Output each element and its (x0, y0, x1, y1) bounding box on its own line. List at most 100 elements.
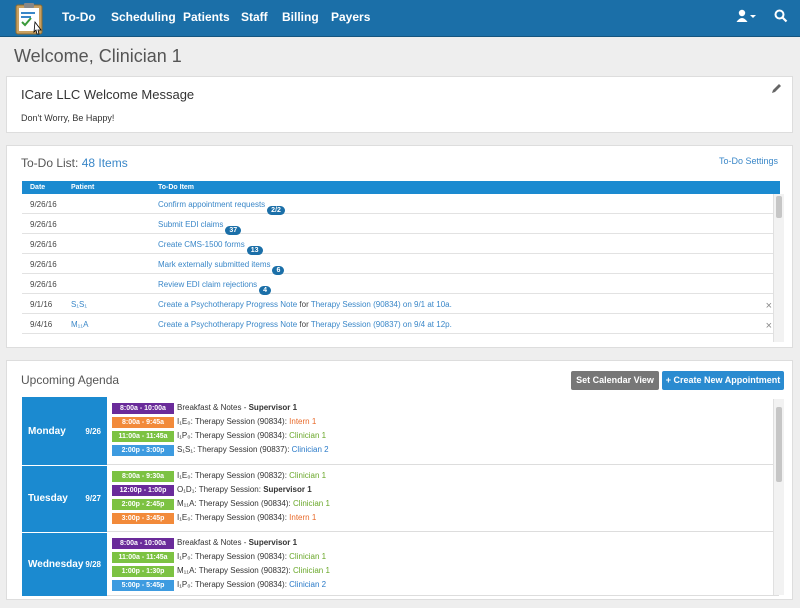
appointment-text: M₁₁A: Therapy Session (90832): (177, 566, 293, 575)
table-row: 9/26/16 Submit EDI claims 37 (22, 214, 780, 235)
agenda-day: Monday 9/26 8:00a - 10:00a Breakfast & No… (22, 397, 779, 465)
day-date: 9/27 (85, 494, 101, 503)
appointment-time: 2:00p - 3:00p (112, 445, 174, 456)
nav-scheduling[interactable]: Scheduling (111, 10, 176, 24)
row-patient-link[interactable]: M₁₁A (71, 320, 89, 329)
row-item-text[interactable]: Create a Psychotherapy Progress Note (158, 320, 298, 329)
appointment-staff: Supervisor 1 (248, 538, 298, 547)
appointment[interactable]: 8:00a - 9:45a I₁E₀: Therapy Session (9083… (112, 417, 316, 429)
count-badge: 2/2 (267, 206, 285, 215)
row-item-link[interactable]: Mark externally submitted items 6 (158, 260, 285, 275)
count-badge: 6 (272, 266, 285, 275)
todo-scrollbar[interactable] (773, 194, 784, 342)
row-item-link[interactable]: Create CMS-1500 forms 13 (158, 240, 263, 255)
appointment-time: 2:00p - 2:45p (112, 499, 174, 510)
agenda-scroll-thumb[interactable] (776, 407, 782, 482)
user-menu-button[interactable] (736, 9, 756, 28)
appointment-staff: Clinician 1 (292, 499, 330, 508)
todo-table-header: Date Patient To-Do Item (22, 181, 780, 194)
appointment-staff: Clinician 2 (289, 580, 327, 589)
appointment-text: M₁₁A: Therapy Session (90834): (177, 499, 293, 508)
row-item-text[interactable]: Review EDI claim rejections (158, 280, 258, 289)
appointment[interactable]: 2:00p - 3:00p S₁S₁: Therapy Session (9083… (112, 445, 329, 457)
row-date: 9/26/16 (30, 220, 57, 229)
row-item-link[interactable]: Create a Psychotherapy Progress Note for… (158, 320, 452, 329)
appointment-staff: Clinician 1 (292, 566, 330, 575)
row-item-text[interactable]: Create CMS-1500 forms (158, 240, 245, 249)
header-todo-item: To-Do Item (158, 184, 195, 191)
pencil-icon[interactable] (770, 83, 782, 95)
appointment-staff: Intern 1 (289, 417, 317, 426)
table-row: 9/1/16 S₁S₁ Create a Psychotherapy Progr… (22, 294, 780, 314)
appointment-time: 11:00a - 11:45a (112, 552, 174, 563)
row-item-text[interactable]: Mark externally submitted items (158, 260, 271, 269)
set-calendar-view-button[interactable]: Set Calendar View (571, 371, 659, 390)
appointment[interactable]: 1:00p - 1:30p M₁₁A: Therapy Session (9083… (112, 566, 330, 578)
dismiss-icon[interactable]: × (765, 300, 772, 312)
nav-billing[interactable]: Billing (282, 10, 319, 24)
day-date: 9/26 (85, 427, 101, 436)
user-icon (736, 9, 756, 22)
welcome-title: ICare LLC Welcome Message (21, 87, 195, 102)
row-item-link[interactable]: Confirm appointment requests 2/2 (158, 200, 285, 215)
appointment[interactable]: 11:00a - 11:45a I₁P₀: Therapy Session (90… (112, 552, 326, 564)
row-session-link[interactable]: Therapy Session (90834) on 9/1 at 10a. (310, 300, 452, 309)
todo-scroll-thumb[interactable] (776, 196, 782, 218)
row-item-link[interactable]: Review EDI claim rejections 4 (158, 280, 272, 295)
appointment[interactable]: 5:00p - 5:45p I₁P₀: Therapy Session (9083… (112, 580, 326, 592)
nav-todo[interactable]: To-Do (62, 10, 96, 24)
agenda-scrollbar[interactable] (773, 399, 784, 595)
appointment-time: 8:00a - 9:45a (112, 417, 174, 428)
appointment-text: O₁D₁: Therapy Session: (177, 485, 264, 494)
appointment-text: S₁S₁: Therapy Session (90837): (177, 445, 292, 454)
day-name: Tuesday (28, 493, 68, 504)
todo-settings-link[interactable]: To-Do Settings (718, 156, 778, 166)
nav-staff[interactable]: Staff (241, 10, 268, 24)
row-date: 9/4/16 (30, 320, 53, 329)
appointment[interactable]: 12:00p - 1:00p O₁D₁: Therapy Session: Sup… (112, 485, 312, 497)
appointment-staff: Supervisor 1 (263, 485, 312, 494)
todo-panel: To-Do List: 48 Items To-Do Settings Date… (6, 145, 793, 348)
appointment-time: 12:00p - 1:00p (112, 485, 174, 496)
nav-payers[interactable]: Payers (331, 10, 371, 24)
dismiss-icon[interactable]: × (765, 320, 772, 332)
row-item-text[interactable]: Create a Psychotherapy Progress Note (158, 300, 298, 309)
table-row: 9/26/16 Confirm appointment requests 2/2 (22, 194, 780, 215)
todo-count[interactable]: 48 Items (81, 156, 128, 170)
appointment[interactable]: 8:00a - 10:00a Breakfast & Notes - Superv… (112, 538, 297, 550)
row-date: 9/26/16 (30, 280, 57, 289)
appointment-time: 5:00p - 5:45p (112, 580, 174, 591)
table-row: 9/4/16 M₁₁A Create a Psychotherapy Progr… (22, 314, 780, 334)
row-item-link[interactable]: Create a Psychotherapy Progress Note for… (158, 300, 452, 309)
row-item-text[interactable]: Submit EDI claims (158, 220, 224, 229)
search-button[interactable] (774, 9, 788, 28)
day-name: Monday (28, 426, 66, 437)
count-badge: 37 (225, 226, 242, 235)
appointment-staff: Intern 1 (289, 513, 317, 522)
count-badge: 13 (246, 246, 263, 255)
row-item-link[interactable]: Submit EDI claims 37 (158, 220, 242, 235)
appointment-staff: Clinician 1 (289, 552, 327, 561)
appointment-time: 8:00a - 10:00a (112, 403, 174, 414)
row-patient-link[interactable]: S₁S₁ (71, 300, 88, 309)
appointment[interactable]: 8:00a - 10:00a Breakfast & Notes - Superv… (112, 403, 297, 415)
appointment[interactable]: 2:00p - 2:45p M₁₁A: Therapy Session (9083… (112, 499, 330, 511)
agenda-day: Wednesday 9/28 8:00a - 10:00a Breakfast &… (22, 533, 779, 596)
appointment[interactable]: 11:00a - 11:45a I₁P₀: Therapy Session (90… (112, 431, 326, 443)
clipboard-logo-icon[interactable] (13, 2, 47, 36)
appointment-text: I₁P₀: Therapy Session (90834): (177, 431, 290, 440)
row-session-link[interactable]: Therapy Session (90837) on 9/4 at 12p. (310, 320, 452, 329)
appointment[interactable]: 8:00a - 9:30a I₁E₀: Therapy Session (9083… (112, 471, 326, 483)
row-item-for: for (297, 300, 311, 309)
create-appointment-button[interactable]: + Create New Appointment (662, 371, 784, 390)
nav-patients[interactable]: Patients (183, 10, 230, 24)
appointment[interactable]: 3:00p - 3:45p I₁E₀: Therapy Session (9083… (112, 513, 316, 525)
search-icon (774, 9, 788, 23)
table-row: 9/26/16 Create CMS-1500 forms 13 (22, 234, 780, 255)
appointment-time: 8:00a - 10:00a (112, 538, 174, 549)
agenda-panel: Upcoming Agenda Set Calendar View + Crea… (6, 360, 793, 600)
row-item-text[interactable]: Confirm appointment requests (158, 200, 266, 209)
appointment-text: I₁E₀: Therapy Session (90832): (177, 471, 290, 480)
welcome-panel: ICare LLC Welcome Message Don't Worry, B… (6, 76, 793, 133)
top-navbar: To-Do Scheduling Patients Staff Billing … (0, 0, 800, 37)
